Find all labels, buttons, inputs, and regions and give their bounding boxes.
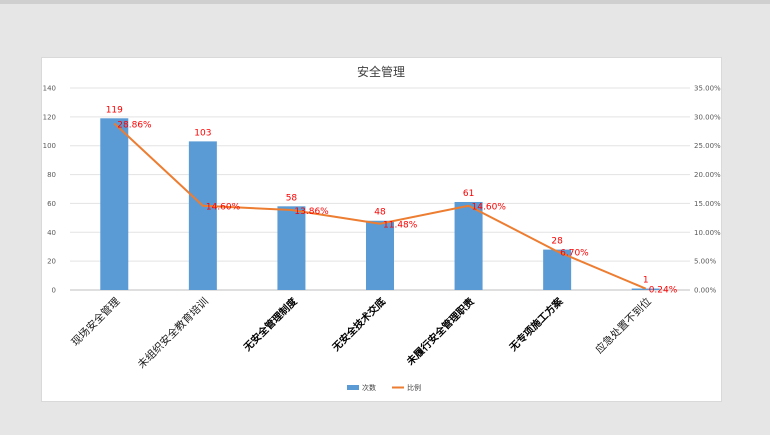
category-label: 未组织安全教育培训 bbox=[135, 295, 211, 371]
right-tick-label: 30.00% bbox=[694, 113, 721, 121]
bar bbox=[188, 141, 217, 290]
line-data-label: 28.86% bbox=[117, 120, 152, 130]
bar-data-label: 119 bbox=[106, 105, 123, 115]
window-top-bar bbox=[0, 0, 770, 4]
category-label: 无安全技术交底 bbox=[329, 295, 388, 354]
line-series bbox=[113, 122, 647, 290]
bar-data-label: 58 bbox=[286, 193, 298, 203]
left-tick-label: 0 bbox=[52, 287, 56, 295]
right-tick-label: 10.00% bbox=[694, 229, 721, 237]
left-tick-label: 40 bbox=[47, 229, 56, 237]
right-tick-label: 35.00% bbox=[694, 85, 721, 93]
left-tick-label: 100 bbox=[43, 142, 56, 150]
bar bbox=[366, 220, 394, 290]
legend-bar-swatch bbox=[347, 385, 359, 390]
data-labels: 119 103 58 48 61 28 1 28.86% 14.60% 13.86% 11.48% 1… bbox=[106, 105, 678, 295]
left-tick-label: 20 bbox=[47, 258, 56, 266]
line-data-label: 14.60% bbox=[206, 203, 241, 213]
right-tick-label: 20.00% bbox=[694, 171, 721, 179]
right-tick-label: 15.00% bbox=[694, 200, 721, 208]
bar-data-label: 28 bbox=[551, 237, 563, 247]
right-tick-label: 25.00% bbox=[694, 142, 721, 150]
category-axis: 现场安全管理 未组织安全教育培训 无安全管理制度 无安全技术交底 未履行安全管理职责 无专… bbox=[69, 294, 655, 371]
line-data-label: 13.86% bbox=[294, 207, 329, 217]
left-tick-label: 140 bbox=[43, 85, 56, 93]
category-label: 未履行安全管理职责 bbox=[403, 295, 477, 369]
right-tick-label: 0.00% bbox=[694, 287, 717, 295]
line-data-label: 11.48% bbox=[383, 221, 418, 231]
right-axis: 0.00% 5.00% 10.00% 15.00% 20.00% 25.00% 30.00%… bbox=[694, 85, 721, 295]
left-tick-label: 80 bbox=[47, 171, 56, 179]
category-label: 无专项施工方案 bbox=[506, 294, 566, 354]
category-label: 无安全管理制度 bbox=[240, 294, 300, 354]
chart-container[interactable]: 安全管理 0 20 40 60 80 100 120 140 0.00% 5.00% 10.00%… bbox=[41, 57, 722, 402]
left-tick-label: 120 bbox=[43, 113, 56, 121]
bar bbox=[454, 201, 483, 290]
bar-data-label: 103 bbox=[194, 128, 211, 138]
chart-title: 安全管理 bbox=[357, 64, 405, 79]
left-tick-label: 60 bbox=[47, 200, 56, 208]
bar-data-label: 61 bbox=[463, 189, 474, 199]
bar bbox=[277, 206, 306, 290]
right-tick-label: 5.00% bbox=[694, 258, 717, 266]
line-data-label: 14.60% bbox=[472, 203, 507, 213]
line-data-label: 0.24% bbox=[649, 286, 678, 296]
bar-series bbox=[100, 118, 660, 290]
legend-bar-label: 次数 bbox=[362, 383, 376, 392]
bar-data-label: 48 bbox=[374, 208, 386, 218]
line-data-label: 6.70% bbox=[560, 248, 589, 258]
left-axis: 0 20 40 60 80 100 120 140 bbox=[43, 85, 56, 295]
category-label: 应急处置不到位 bbox=[593, 295, 655, 357]
bar bbox=[631, 288, 660, 290]
bar-data-label: 1 bbox=[643, 276, 649, 286]
category-label: 现场安全管理 bbox=[69, 295, 123, 349]
legend-line-label: 比例 bbox=[407, 383, 421, 392]
line-path bbox=[113, 122, 647, 290]
legend[interactable]: 次数 比例 bbox=[347, 383, 421, 392]
bar bbox=[100, 118, 129, 290]
